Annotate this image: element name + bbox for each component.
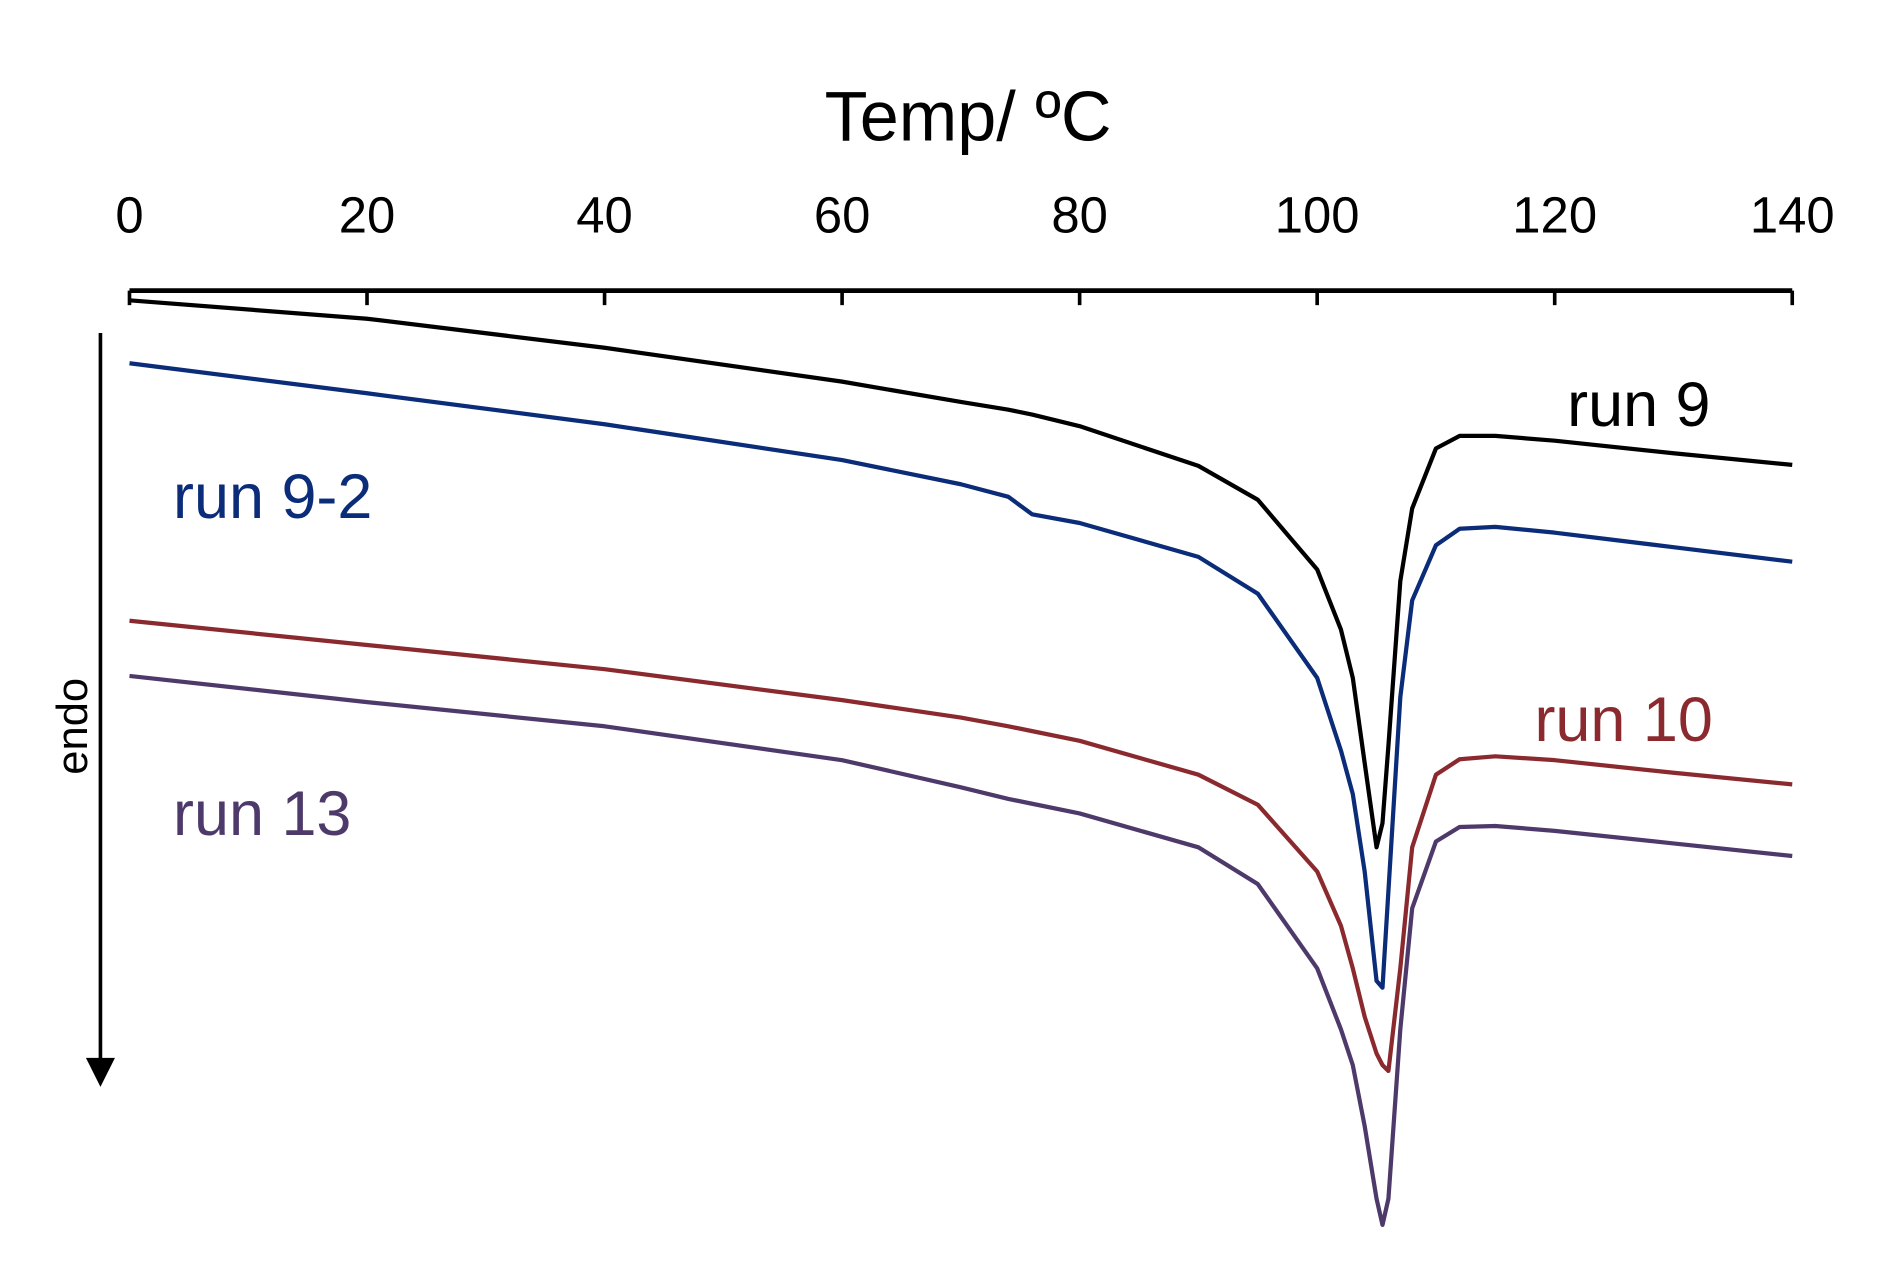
series-line <box>129 673 1793 1227</box>
x-tick-label: 100 <box>1275 187 1360 244</box>
series-line <box>129 618 1793 1074</box>
x-tick-label: 60 <box>814 187 871 244</box>
endo-arrowhead <box>85 1057 115 1087</box>
x-tick-label: 140 <box>1750 187 1835 244</box>
y-axis-title: endo <box>49 678 97 775</box>
series-label: run 9 <box>1567 370 1710 440</box>
x-tick-label: 80 <box>1051 187 1108 244</box>
x-tick-label: 20 <box>339 187 396 244</box>
x-tick-label: 120 <box>1512 187 1597 244</box>
series-line <box>129 298 1793 850</box>
x-axis-title: Temp/ ºC <box>825 77 1112 156</box>
series-label: run 10 <box>1534 685 1712 755</box>
x-tick-label: 0 <box>115 187 143 244</box>
series-label: run 13 <box>173 779 351 849</box>
x-tick-label: 40 <box>576 187 633 244</box>
series-line <box>129 361 1793 990</box>
series-label: run 9-2 <box>173 462 372 532</box>
